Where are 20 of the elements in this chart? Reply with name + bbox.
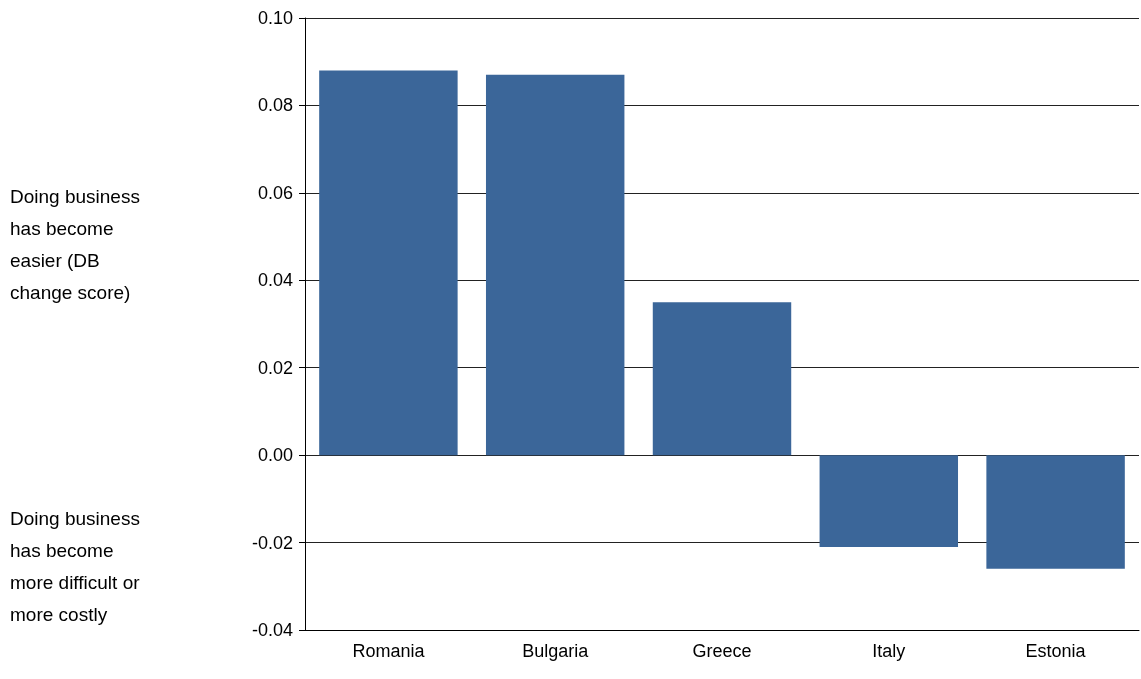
y-tick-label: 0.02	[257, 357, 293, 378]
x-tick-label: Italy	[872, 641, 906, 661]
x-tick-label: Bulgaria	[522, 641, 590, 661]
bar	[986, 455, 1125, 569]
bar	[319, 70, 458, 456]
y-tick-label: 0.00	[257, 445, 293, 466]
y-tick-label: 0.10	[257, 8, 293, 28]
x-tick-label: Romania	[352, 641, 426, 661]
bar	[485, 74, 625, 456]
y-tick-label: -0.02	[251, 532, 293, 553]
y-tick-label: 0.04	[257, 270, 293, 291]
bar	[819, 455, 959, 547]
y-tick-label: 0.08	[257, 95, 293, 116]
text: Doing business has become more difficult or more costly	[10, 507, 146, 625]
y-tick-label: -0.04	[251, 620, 293, 640]
text: Doing business has become easier (DB change score)	[10, 185, 146, 303]
bar	[652, 302, 792, 456]
y-tick-label: 0.06	[257, 182, 293, 203]
x-tick-label: Estonia	[1025, 641, 1087, 661]
x-tick-label: Greece	[692, 641, 752, 661]
